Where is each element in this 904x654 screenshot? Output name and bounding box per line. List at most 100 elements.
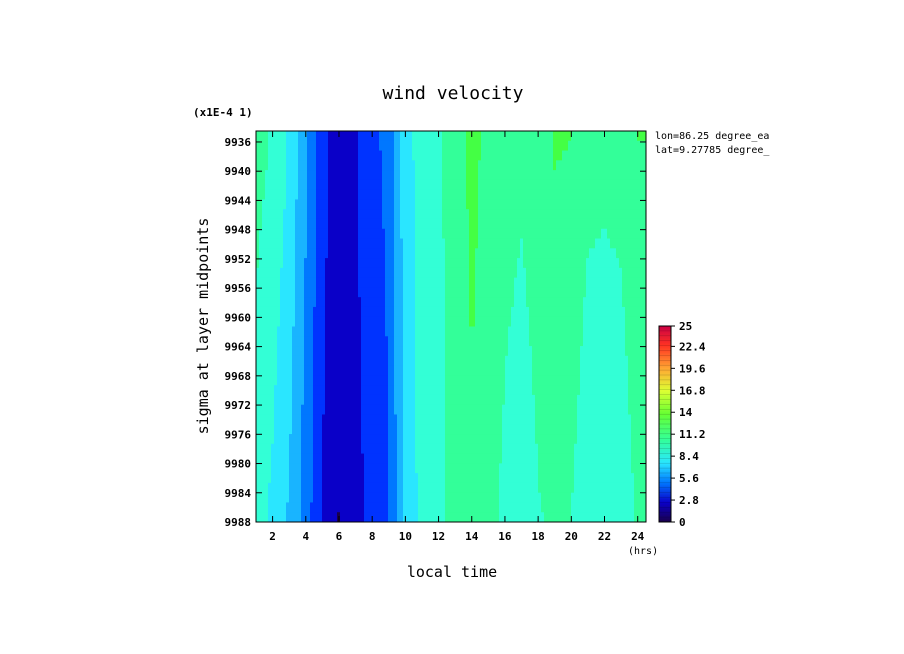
heatmap-cell	[454, 473, 458, 484]
heatmap-cell	[433, 502, 437, 513]
heatmap-cell	[526, 414, 530, 425]
heatmap-cell	[550, 473, 554, 484]
heatmap-cell	[472, 140, 476, 152]
heatmap-cell	[586, 502, 590, 513]
heatmap-cell	[421, 287, 425, 298]
heatmap-cell	[259, 238, 263, 249]
heatmap-cell	[487, 375, 491, 386]
heatmap-cell	[379, 306, 383, 318]
heatmap-cell	[277, 326, 281, 337]
heatmap-cell	[346, 492, 350, 504]
heatmap-cell	[583, 199, 587, 210]
heatmap-cell	[556, 385, 560, 396]
heatmap-cell	[472, 277, 476, 288]
heatmap-cell	[601, 394, 605, 406]
heatmap-cell	[604, 414, 608, 425]
heatmap-cell	[508, 189, 512, 201]
heatmap-cell	[460, 463, 464, 474]
heatmap-cell	[367, 228, 371, 240]
heatmap-cell	[415, 131, 419, 142]
heatmap-cell	[289, 365, 293, 376]
heatmap-cell	[472, 502, 476, 513]
heatmap-cell	[394, 512, 398, 522]
heatmap-cell	[361, 502, 365, 513]
heatmap-cell	[262, 170, 266, 181]
heatmap-cell	[307, 209, 311, 220]
heatmap-cell	[583, 394, 587, 406]
heatmap-cell	[373, 346, 377, 357]
heatmap-cell	[538, 199, 542, 210]
heatmap-cell	[400, 218, 404, 230]
heatmap-cell	[367, 404, 371, 416]
heatmap-cell	[436, 326, 440, 337]
heatmap-cell	[460, 228, 464, 240]
heatmap-cell	[289, 424, 293, 435]
heatmap-cell	[376, 131, 380, 142]
heatmap-cell	[367, 512, 371, 522]
heatmap-cell	[400, 434, 404, 445]
heatmap-cell	[289, 258, 293, 269]
heatmap-cell	[340, 346, 344, 357]
heatmap-cell	[373, 140, 377, 152]
heatmap-cell	[481, 140, 485, 152]
heatmap-cell	[625, 287, 629, 298]
heatmap-cell	[448, 170, 452, 181]
heatmap-cell	[457, 394, 461, 406]
heatmap-cell	[403, 131, 407, 142]
heatmap-cell	[481, 482, 485, 494]
heatmap-cell	[352, 248, 356, 259]
heatmap-cell	[508, 160, 512, 171]
heatmap-cell	[367, 443, 371, 455]
heatmap-cell	[262, 512, 266, 522]
heatmap-cell	[457, 365, 461, 376]
heatmap-cell	[310, 287, 314, 298]
heatmap-cell	[490, 512, 494, 522]
heatmap-cell	[529, 199, 533, 210]
heatmap-cell	[415, 238, 419, 249]
heatmap-cell	[415, 434, 419, 445]
heatmap-cell	[283, 306, 287, 318]
heatmap-cell	[388, 443, 392, 455]
heatmap-cell	[328, 502, 332, 513]
heatmap-cell	[280, 414, 284, 425]
heatmap-cell	[571, 404, 575, 416]
heatmap-cell	[427, 131, 431, 142]
heatmap-cell	[424, 473, 428, 484]
heatmap-cell	[628, 238, 632, 249]
heatmap-cell	[403, 512, 407, 522]
heatmap-cell	[325, 297, 329, 308]
heatmap-cell	[391, 473, 395, 484]
heatmap-cell	[265, 258, 269, 269]
heatmap-cell	[391, 424, 395, 435]
heatmap-cell	[391, 492, 395, 504]
heatmap-cell	[496, 199, 500, 210]
heatmap-cell	[514, 463, 518, 474]
heatmap-cell	[607, 453, 611, 464]
heatmap-cell	[607, 336, 611, 347]
heatmap-cell	[283, 258, 287, 269]
heatmap-cell	[427, 512, 431, 522]
heatmap-cell	[589, 170, 593, 181]
heatmap-cell	[355, 160, 359, 171]
heatmap-cell	[289, 228, 293, 240]
heatmap-cell	[502, 287, 506, 298]
heatmap-cell	[370, 170, 374, 181]
heatmap-cell	[607, 316, 611, 328]
heatmap-cell	[475, 375, 479, 386]
heatmap-cell	[433, 434, 437, 445]
heatmap-cell	[349, 502, 353, 513]
heatmap-cell	[313, 434, 317, 445]
heatmap-cell	[457, 287, 461, 298]
heatmap-cell	[487, 277, 491, 288]
heatmap-cell	[271, 209, 275, 220]
heatmap-cell	[319, 179, 323, 191]
heatmap-cell	[601, 365, 605, 376]
heatmap-cell	[502, 150, 506, 161]
heatmap-cell	[469, 355, 473, 367]
heatmap-cell	[580, 209, 584, 220]
heatmap-cell	[355, 258, 359, 269]
heatmap-cell	[565, 287, 569, 298]
heatmap-cell	[514, 502, 518, 513]
heatmap-cell	[409, 453, 413, 464]
heatmap-cell	[274, 463, 278, 474]
